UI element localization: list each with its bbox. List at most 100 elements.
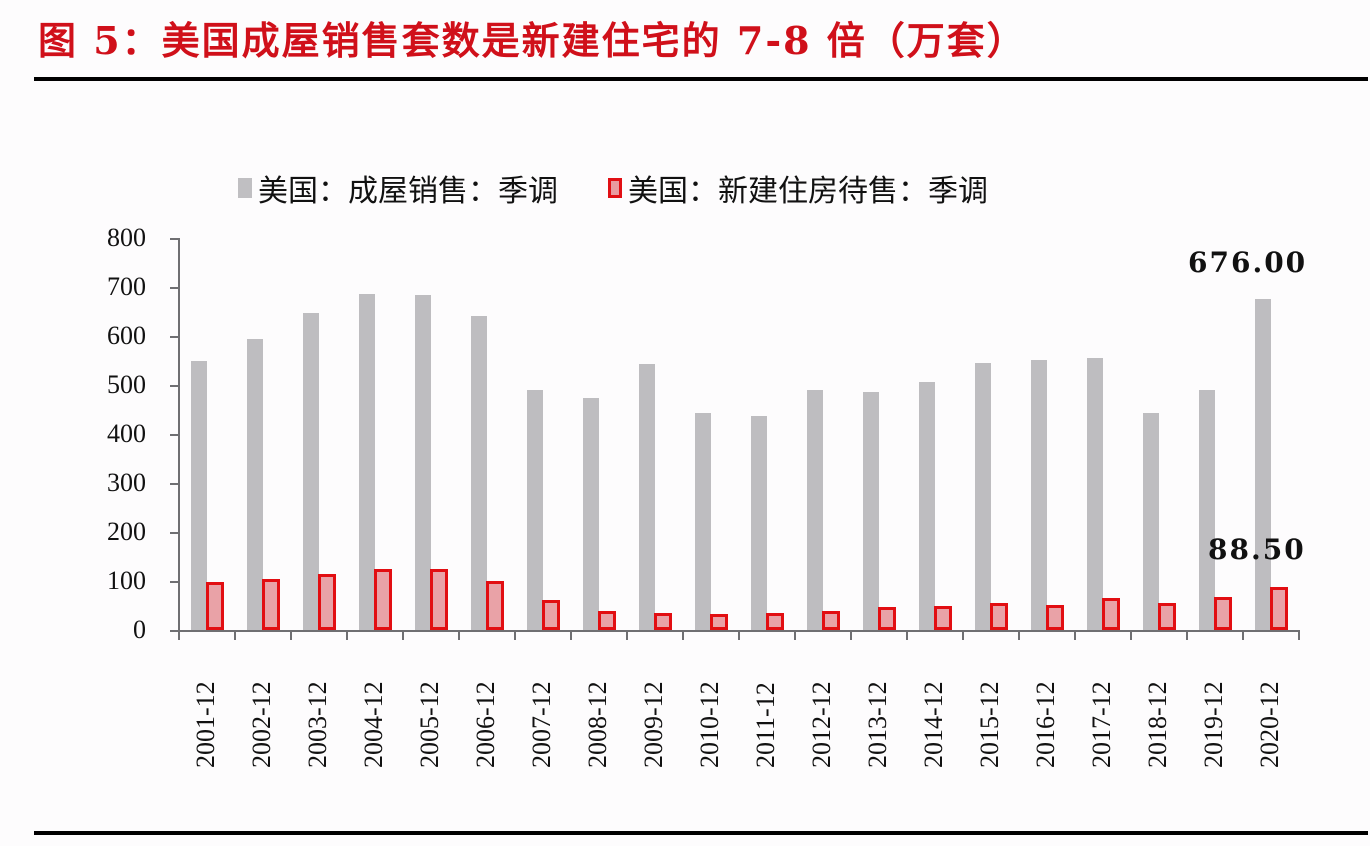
bar-existing-home-sales (247, 338, 263, 630)
x-tick-label-text: 2012-12 (807, 681, 836, 768)
bar-existing-home-sales (191, 360, 207, 630)
bar-new-homes-for-sale (766, 612, 784, 630)
bar-existing-home-sales (1199, 389, 1215, 630)
y-tick-label: 100 (107, 566, 146, 595)
x-tick-label: 2019-12 (1199, 640, 1228, 768)
y-tick (170, 483, 178, 485)
x-tick (570, 630, 572, 640)
x-tick-label-text: 2007-12 (527, 681, 556, 768)
y-tick (170, 336, 178, 338)
x-tick-label: 2015-12 (975, 640, 1004, 768)
x-tick-label: 2016-12 (1031, 640, 1060, 768)
figure-title: 图 5：美国成屋销售套数是新建住宅的 7-8 倍（万套） (38, 18, 1027, 63)
x-tick (234, 630, 236, 640)
x-tick-label: 2018-12 (1143, 640, 1172, 768)
x-tick (178, 630, 180, 640)
x-tick (346, 630, 348, 640)
bar-existing-home-sales (359, 293, 375, 630)
x-tick-label: 2013-12 (863, 640, 892, 768)
bar-new-homes-for-sale (486, 581, 504, 630)
legend-item-new-homes-for-sale: 美国：新建住房待售：季调 (608, 166, 988, 210)
bar-new-homes-for-sale (1214, 596, 1232, 630)
x-tick-label-text: 2006-12 (471, 681, 500, 768)
x-tick-label-text: 2011-12 (751, 682, 780, 768)
bar-new-homes-for-sale (542, 600, 560, 630)
y-tick-label: 200 (107, 517, 146, 546)
bar-existing-home-sales (695, 412, 711, 630)
x-tick-label: 2005-12 (415, 640, 444, 768)
y-tick-label: 600 (107, 321, 146, 350)
x-tick-label-text: 2004-12 (359, 681, 388, 768)
bar-existing-home-sales (415, 294, 431, 630)
y-tick (170, 581, 178, 583)
x-tick-label-text: 2017-12 (1087, 681, 1116, 768)
bar-existing-home-sales (919, 382, 935, 630)
x-tick-label-text: 2020-12 (1255, 681, 1284, 768)
bar-new-homes-for-sale (990, 603, 1008, 630)
x-tick (1130, 630, 1132, 640)
y-tick (170, 434, 178, 436)
y-tick-label: 0 (133, 615, 146, 644)
bar-existing-home-sales (807, 389, 823, 630)
bar-new-homes-for-sale (710, 614, 728, 630)
y-tick-label: 500 (107, 370, 146, 399)
legend-label: 美国：新建住房待售：季调 (628, 174, 988, 209)
bar-new-homes-for-sale (598, 611, 616, 630)
bar-existing-home-sales (1143, 412, 1159, 630)
legend-swatch-red (608, 178, 622, 198)
y-tick-label: 700 (107, 272, 146, 301)
x-tick-label-text: 2014-12 (919, 681, 948, 768)
data-label-existing-2020: 676.00 (1188, 246, 1308, 279)
x-tick-label-text: 2003-12 (303, 681, 332, 768)
x-tick-label: 2017-12 (1087, 640, 1116, 768)
y-axis-line (178, 238, 180, 631)
x-tick-label-text: 2018-12 (1143, 681, 1172, 768)
x-tick-label: 2007-12 (527, 640, 556, 768)
bar-new-homes-for-sale (934, 605, 952, 630)
bar-existing-home-sales (527, 389, 543, 630)
x-tick-label-text: 2001-12 (191, 681, 220, 768)
x-tick (682, 630, 684, 640)
y-tick-label: 400 (107, 419, 146, 448)
x-tick (738, 630, 740, 640)
bar-existing-home-sales (639, 363, 655, 630)
y-tick (170, 385, 178, 387)
chart-legend: 美国：成屋销售：季调 美国：新建住房待售：季调 (238, 166, 1038, 210)
y-tick (170, 287, 178, 289)
bar-existing-home-sales (303, 312, 319, 630)
bar-existing-home-sales (1255, 298, 1271, 630)
x-tick-label-text: 2016-12 (1031, 681, 1060, 768)
x-tick-label: 2008-12 (583, 640, 612, 768)
bar-new-homes-for-sale (262, 579, 280, 630)
bar-new-homes-for-sale (822, 611, 840, 630)
y-tick (170, 630, 178, 632)
x-tick (794, 630, 796, 640)
y-tick (170, 238, 178, 240)
bar-new-homes-for-sale (374, 569, 392, 630)
bar-existing-home-sales (471, 315, 487, 630)
top-rule (34, 77, 1368, 81)
x-tick-label: 2014-12 (919, 640, 948, 768)
x-tick-label-text: 2019-12 (1199, 681, 1228, 768)
legend-item-existing-home-sales: 美国：成屋销售：季调 (238, 166, 558, 210)
bottom-rule (34, 831, 1368, 835)
x-tick (962, 630, 964, 640)
x-tick-label-text: 2002-12 (247, 681, 276, 768)
x-tick-label-text: 2010-12 (695, 681, 724, 768)
x-tick-label: 2004-12 (359, 640, 388, 768)
bar-new-homes-for-sale (430, 569, 448, 630)
x-tick (1018, 630, 1020, 640)
x-tick-label-text: 2008-12 (583, 681, 612, 768)
x-tick (906, 630, 908, 640)
y-tick-label: 800 (107, 223, 146, 252)
legend-swatch-gray (238, 178, 252, 198)
bar-existing-home-sales (1087, 358, 1103, 630)
x-tick (850, 630, 852, 640)
x-tick-label: 2011-12 (751, 640, 780, 768)
x-tick (402, 630, 404, 640)
x-tick-label-text: 2005-12 (415, 681, 444, 768)
bar-new-homes-for-sale (318, 574, 336, 630)
bar-existing-home-sales (863, 391, 879, 630)
x-tick (458, 630, 460, 640)
bar-existing-home-sales (583, 398, 599, 630)
